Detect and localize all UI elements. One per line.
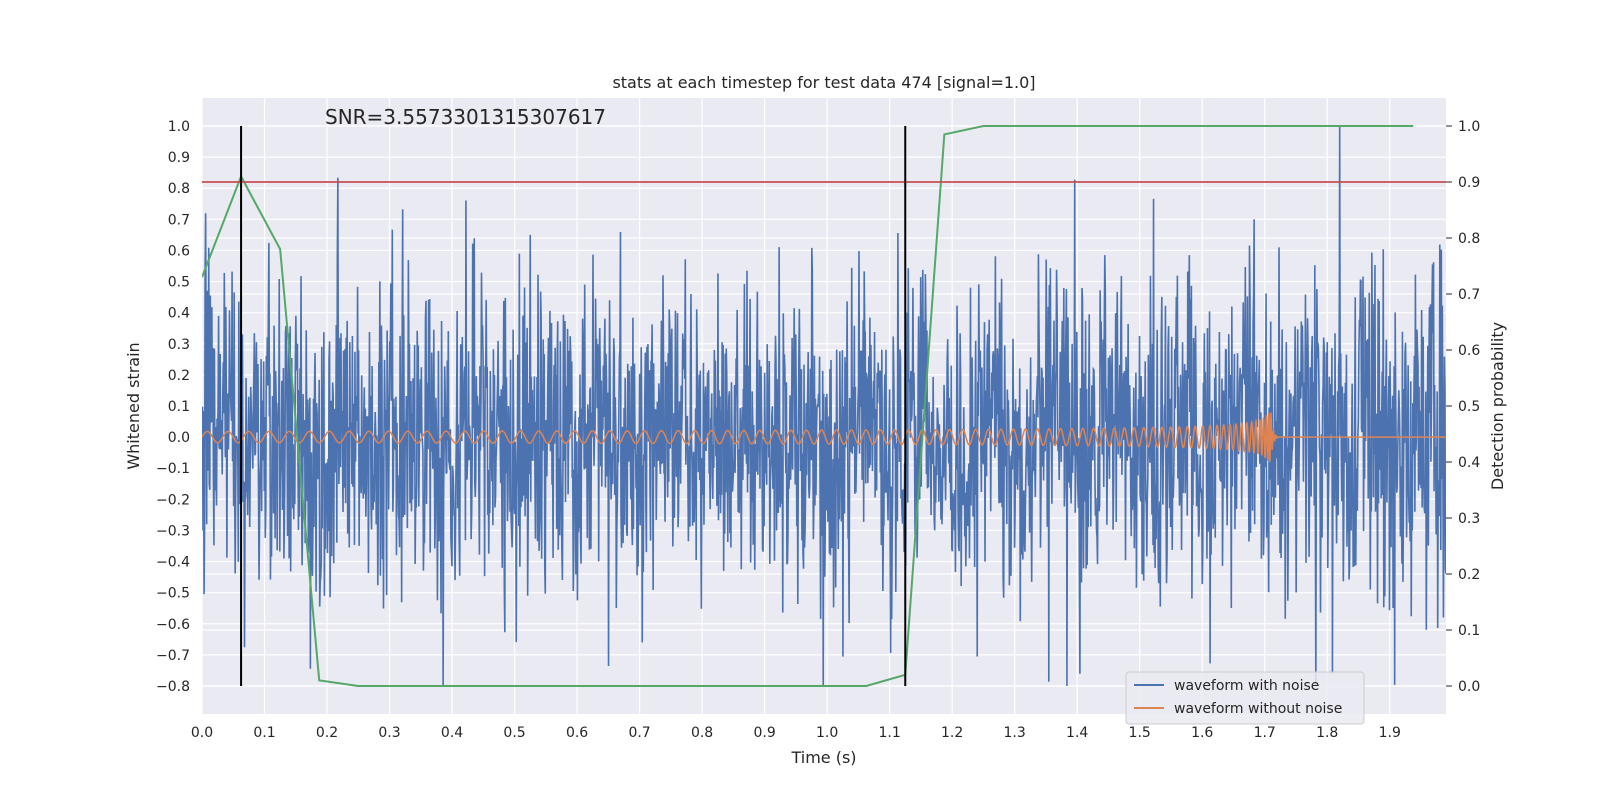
y2-axis-label: Detection probability	[1488, 322, 1507, 490]
y2-tick-label: 0.5	[1458, 399, 1480, 415]
y-tick-label: 0.3	[168, 337, 190, 353]
y2-tick-label: 1.0	[1458, 119, 1480, 135]
x-tick-label: 1.6	[1191, 725, 1213, 741]
y-tick-label: 0.6	[168, 243, 190, 259]
series-waveform-with-noise	[202, 125, 1446, 687]
y-tick-label: 0.8	[168, 181, 190, 197]
y-tick-label: −0.6	[156, 617, 190, 633]
y-tick-label: −0.8	[156, 679, 190, 695]
x-tick-label: 1.3	[1004, 725, 1026, 741]
x-tick-label: 0.5	[503, 725, 525, 741]
y2-tick-label: 0.0	[1458, 679, 1480, 695]
y2-tick-label: 0.1	[1458, 623, 1480, 639]
x-tick-label: 0.4	[441, 725, 463, 741]
y2-tick-label: 0.7	[1458, 287, 1480, 303]
y-tick-label: 0.1	[168, 399, 190, 415]
y-tick-label: −0.2	[156, 492, 190, 508]
y-axis-label: Whitened strain	[124, 342, 143, 469]
y2-tick-label: 0.2	[1458, 567, 1480, 583]
series-detection-probability	[202, 125, 1446, 687]
x-tick-label: 1.1	[879, 725, 901, 741]
chirp-line	[202, 412, 1446, 462]
series-waveform-without-noise	[202, 412, 1446, 462]
y2-tick-label: 0.9	[1458, 175, 1480, 191]
ticks: 0.0 0.1 0.2 0.3 0.4 0.5 0.6 0.7 0.8 0.9 1.0 1.1 1.2 1…	[156, 119, 1480, 741]
vertical-markers	[240, 126, 907, 686]
legend-box	[1125, 671, 1365, 725]
y2-tick-label: 0.4	[1458, 455, 1480, 471]
x-tick-label: 1.0	[816, 725, 838, 741]
snr-annotation: SNR=3.5573301315307617	[325, 105, 606, 129]
x-tick-label: 1.5	[1129, 725, 1151, 741]
y-tick-label: −0.7	[156, 648, 190, 664]
y-tick-label: 1.0	[168, 119, 190, 135]
x-tick-label: 1.9	[1379, 725, 1401, 741]
x-tick-label: 0.6	[566, 725, 588, 741]
legend-label-noise: waveform with noise	[1174, 678, 1319, 694]
probability-line	[202, 125, 1414, 687]
x-tick-label: 1.7	[1254, 725, 1276, 741]
x-axis-label: Time (s)	[790, 748, 856, 767]
legend: waveform with noise waveform without noi…	[1125, 671, 1365, 725]
y-tick-label: 0.0	[168, 430, 190, 446]
x-tick-label: 0.9	[753, 725, 775, 741]
y2-tick-label: 0.3	[1458, 511, 1480, 527]
y-tick-label: −0.4	[156, 555, 190, 571]
x-tick-label: 1.8	[1316, 725, 1338, 741]
y-tick-label: −0.1	[156, 461, 190, 477]
y-tick-label: 0.7	[168, 212, 190, 228]
x-tick-label: 0.1	[253, 725, 275, 741]
y-tick-label: −0.5	[156, 586, 190, 602]
x-tick-label: 0.3	[378, 725, 400, 741]
x-tick-label: 1.4	[1066, 725, 1088, 741]
chart-title: stats at each timestep for test data 474…	[612, 73, 1035, 92]
y-tick-label: −0.3	[156, 523, 190, 539]
x-tick-label: 0.2	[316, 725, 338, 741]
y-tick-label: 0.9	[168, 150, 190, 166]
x-tick-label: 0.8	[691, 725, 713, 741]
x-tick-label: 1.2	[941, 725, 963, 741]
x-tick-label: 0.7	[628, 725, 650, 741]
y2-tick-label: 0.8	[1458, 231, 1480, 247]
y2-tick-label: 0.6	[1458, 343, 1480, 359]
legend-label-chirp: waveform without noise	[1174, 701, 1342, 717]
noise-line	[202, 125, 1446, 687]
y-tick-label: 0.2	[168, 368, 190, 384]
y-tick-label: 0.5	[168, 275, 190, 291]
y-tick-label: 0.4	[168, 306, 190, 322]
x-tick-label: 0.0	[191, 725, 213, 741]
